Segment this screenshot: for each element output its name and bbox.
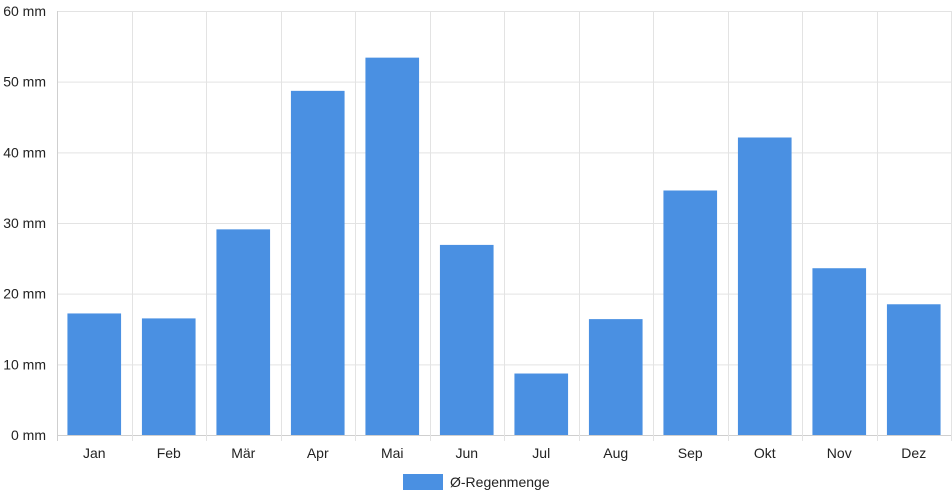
- x-axis-ticks: Jan Feb Mär Apr Mai Jun Jul Aug Sep Okt Nov Dez: [83, 445, 926, 461]
- x-tick-label: Mär: [231, 445, 255, 461]
- x-tick-label: Sep: [678, 445, 703, 461]
- y-tick-label: 0 mm: [11, 427, 46, 443]
- bar[interactable]: [141, 318, 196, 435]
- legend-label[interactable]: Ø-Regenmenge: [450, 474, 550, 490]
- y-tick-label: 40 mm: [3, 144, 46, 160]
- bar[interactable]: [886, 304, 941, 435]
- x-tick-label: Jan: [83, 445, 106, 461]
- bars: [67, 57, 941, 435]
- y-tick-label: 60 mm: [3, 3, 46, 19]
- legend[interactable]: Ø-Regenmenge: [403, 474, 550, 490]
- y-tick-label: 10 mm: [3, 356, 46, 372]
- bar[interactable]: [737, 137, 792, 435]
- x-tick-label: Jul: [532, 445, 550, 461]
- x-tick-label: Feb: [157, 445, 181, 461]
- x-tick-label: Nov: [827, 445, 852, 461]
- y-tick-label: 20 mm: [3, 286, 46, 302]
- bar[interactable]: [216, 229, 271, 435]
- bar[interactable]: [67, 313, 122, 435]
- bar[interactable]: [588, 319, 643, 435]
- x-tick-label: Aug: [603, 445, 628, 461]
- bar[interactable]: [663, 190, 718, 435]
- bar[interactable]: [812, 268, 867, 435]
- x-tick-label: Jun: [455, 445, 478, 461]
- x-tick-label: Mai: [381, 445, 404, 461]
- y-tick-label: 50 mm: [3, 74, 46, 90]
- x-tick-label: Dez: [901, 445, 926, 461]
- legend-swatch[interactable]: [403, 474, 443, 490]
- bar[interactable]: [290, 90, 345, 435]
- y-tick-label: 30 mm: [3, 215, 46, 231]
- y-axis-ticks: 0 mm 10 mm 20 mm 30 mm 40 mm 50 mm 60 mm: [3, 3, 46, 443]
- bar[interactable]: [365, 57, 420, 435]
- bar[interactable]: [439, 244, 494, 435]
- x-tick-label: Okt: [754, 445, 776, 461]
- grid-lines: [57, 11, 952, 441]
- bar[interactable]: [514, 373, 569, 435]
- x-tick-label: Apr: [307, 445, 329, 461]
